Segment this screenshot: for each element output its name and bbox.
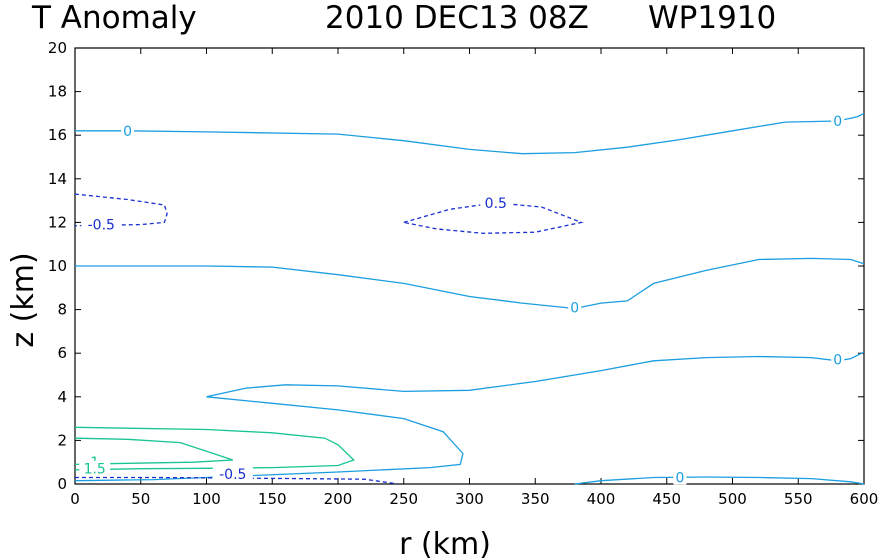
- contour-line-negative: [75, 476, 398, 485]
- chart-title-storm-id: WP1910: [648, 0, 776, 36]
- y-tick-label: 20: [48, 39, 67, 57]
- contour-line-negative: [74, 193, 168, 227]
- y-tick-label: 18: [48, 83, 67, 101]
- contour-label: -0.5: [219, 467, 246, 483]
- contour-line-positive: [74, 437, 234, 466]
- contour-label-bg: [831, 113, 845, 129]
- contour-lines: [74, 112, 865, 485]
- x-tick-label: 50: [131, 490, 150, 508]
- contour-label-bg: [568, 299, 582, 315]
- contour-label: 0: [123, 124, 132, 140]
- contour-label: 1.5: [84, 462, 106, 478]
- x-tick-label: 250: [389, 490, 418, 508]
- y-tick-label: 6: [57, 344, 67, 362]
- x-tick-label: 150: [258, 490, 287, 508]
- x-tick-label: 200: [324, 490, 353, 508]
- x-axis-label: r (km): [399, 527, 491, 558]
- y-tick-label: 12: [48, 213, 67, 231]
- x-tick-label: 500: [718, 490, 747, 508]
- contour-line-positive: [74, 426, 356, 471]
- contour-label: 0.5: [485, 196, 507, 212]
- contour-label-bg: [212, 466, 253, 482]
- contour-label-bg: [81, 216, 122, 232]
- y-axis-label: z (km): [6, 252, 41, 347]
- x-tick-label: 350: [521, 490, 550, 508]
- x-tick-label: 400: [587, 490, 616, 508]
- contour-label-bg: [121, 122, 135, 138]
- contour-label: 0: [833, 353, 842, 369]
- contour-label: 0: [675, 470, 684, 486]
- contour-label-bg: [673, 469, 687, 485]
- contour-line-negative: [403, 202, 584, 234]
- y-tick-label: 16: [48, 126, 67, 144]
- contour-line-zero: [75, 112, 865, 155]
- x-tick-label: 0: [70, 490, 80, 508]
- y-tick-label: 0: [57, 475, 67, 493]
- contour-label: -0.5: [88, 218, 115, 234]
- y-tick-label: 8: [57, 301, 67, 319]
- x-tick-label: 300: [455, 490, 484, 508]
- contour-line-zero: [206, 351, 865, 398]
- chart-title-field: T Anomaly: [31, 0, 197, 36]
- x-tick-label: 450: [652, 490, 681, 508]
- x-tick-label: 100: [192, 490, 221, 508]
- contour-line-zero: [574, 476, 865, 485]
- contour-label-bg: [831, 351, 845, 367]
- y-tick-label: 2: [57, 431, 67, 449]
- x-tick-label: 550: [784, 490, 813, 508]
- y-axis-ticks: 0 2 4 6 8 10 12 14 16 18 20: [48, 39, 864, 493]
- contour-label: 0: [833, 114, 842, 130]
- y-tick-label: 14: [48, 170, 67, 188]
- contour-label-bg: [480, 194, 512, 210]
- x-axis-ticks: 0 50 100 150 200 250 300 350 400 450 500 550 600: [70, 48, 878, 508]
- contour-label: 0: [570, 300, 579, 316]
- y-tick-label: 10: [48, 257, 67, 275]
- contour-label-bg: [79, 460, 111, 476]
- chart-title-datetime: 2010 DEC13 08Z: [325, 0, 589, 36]
- contour-line-zero: [75, 257, 865, 310]
- y-tick-label: 4: [57, 388, 67, 406]
- x-tick-label: 600: [850, 490, 879, 508]
